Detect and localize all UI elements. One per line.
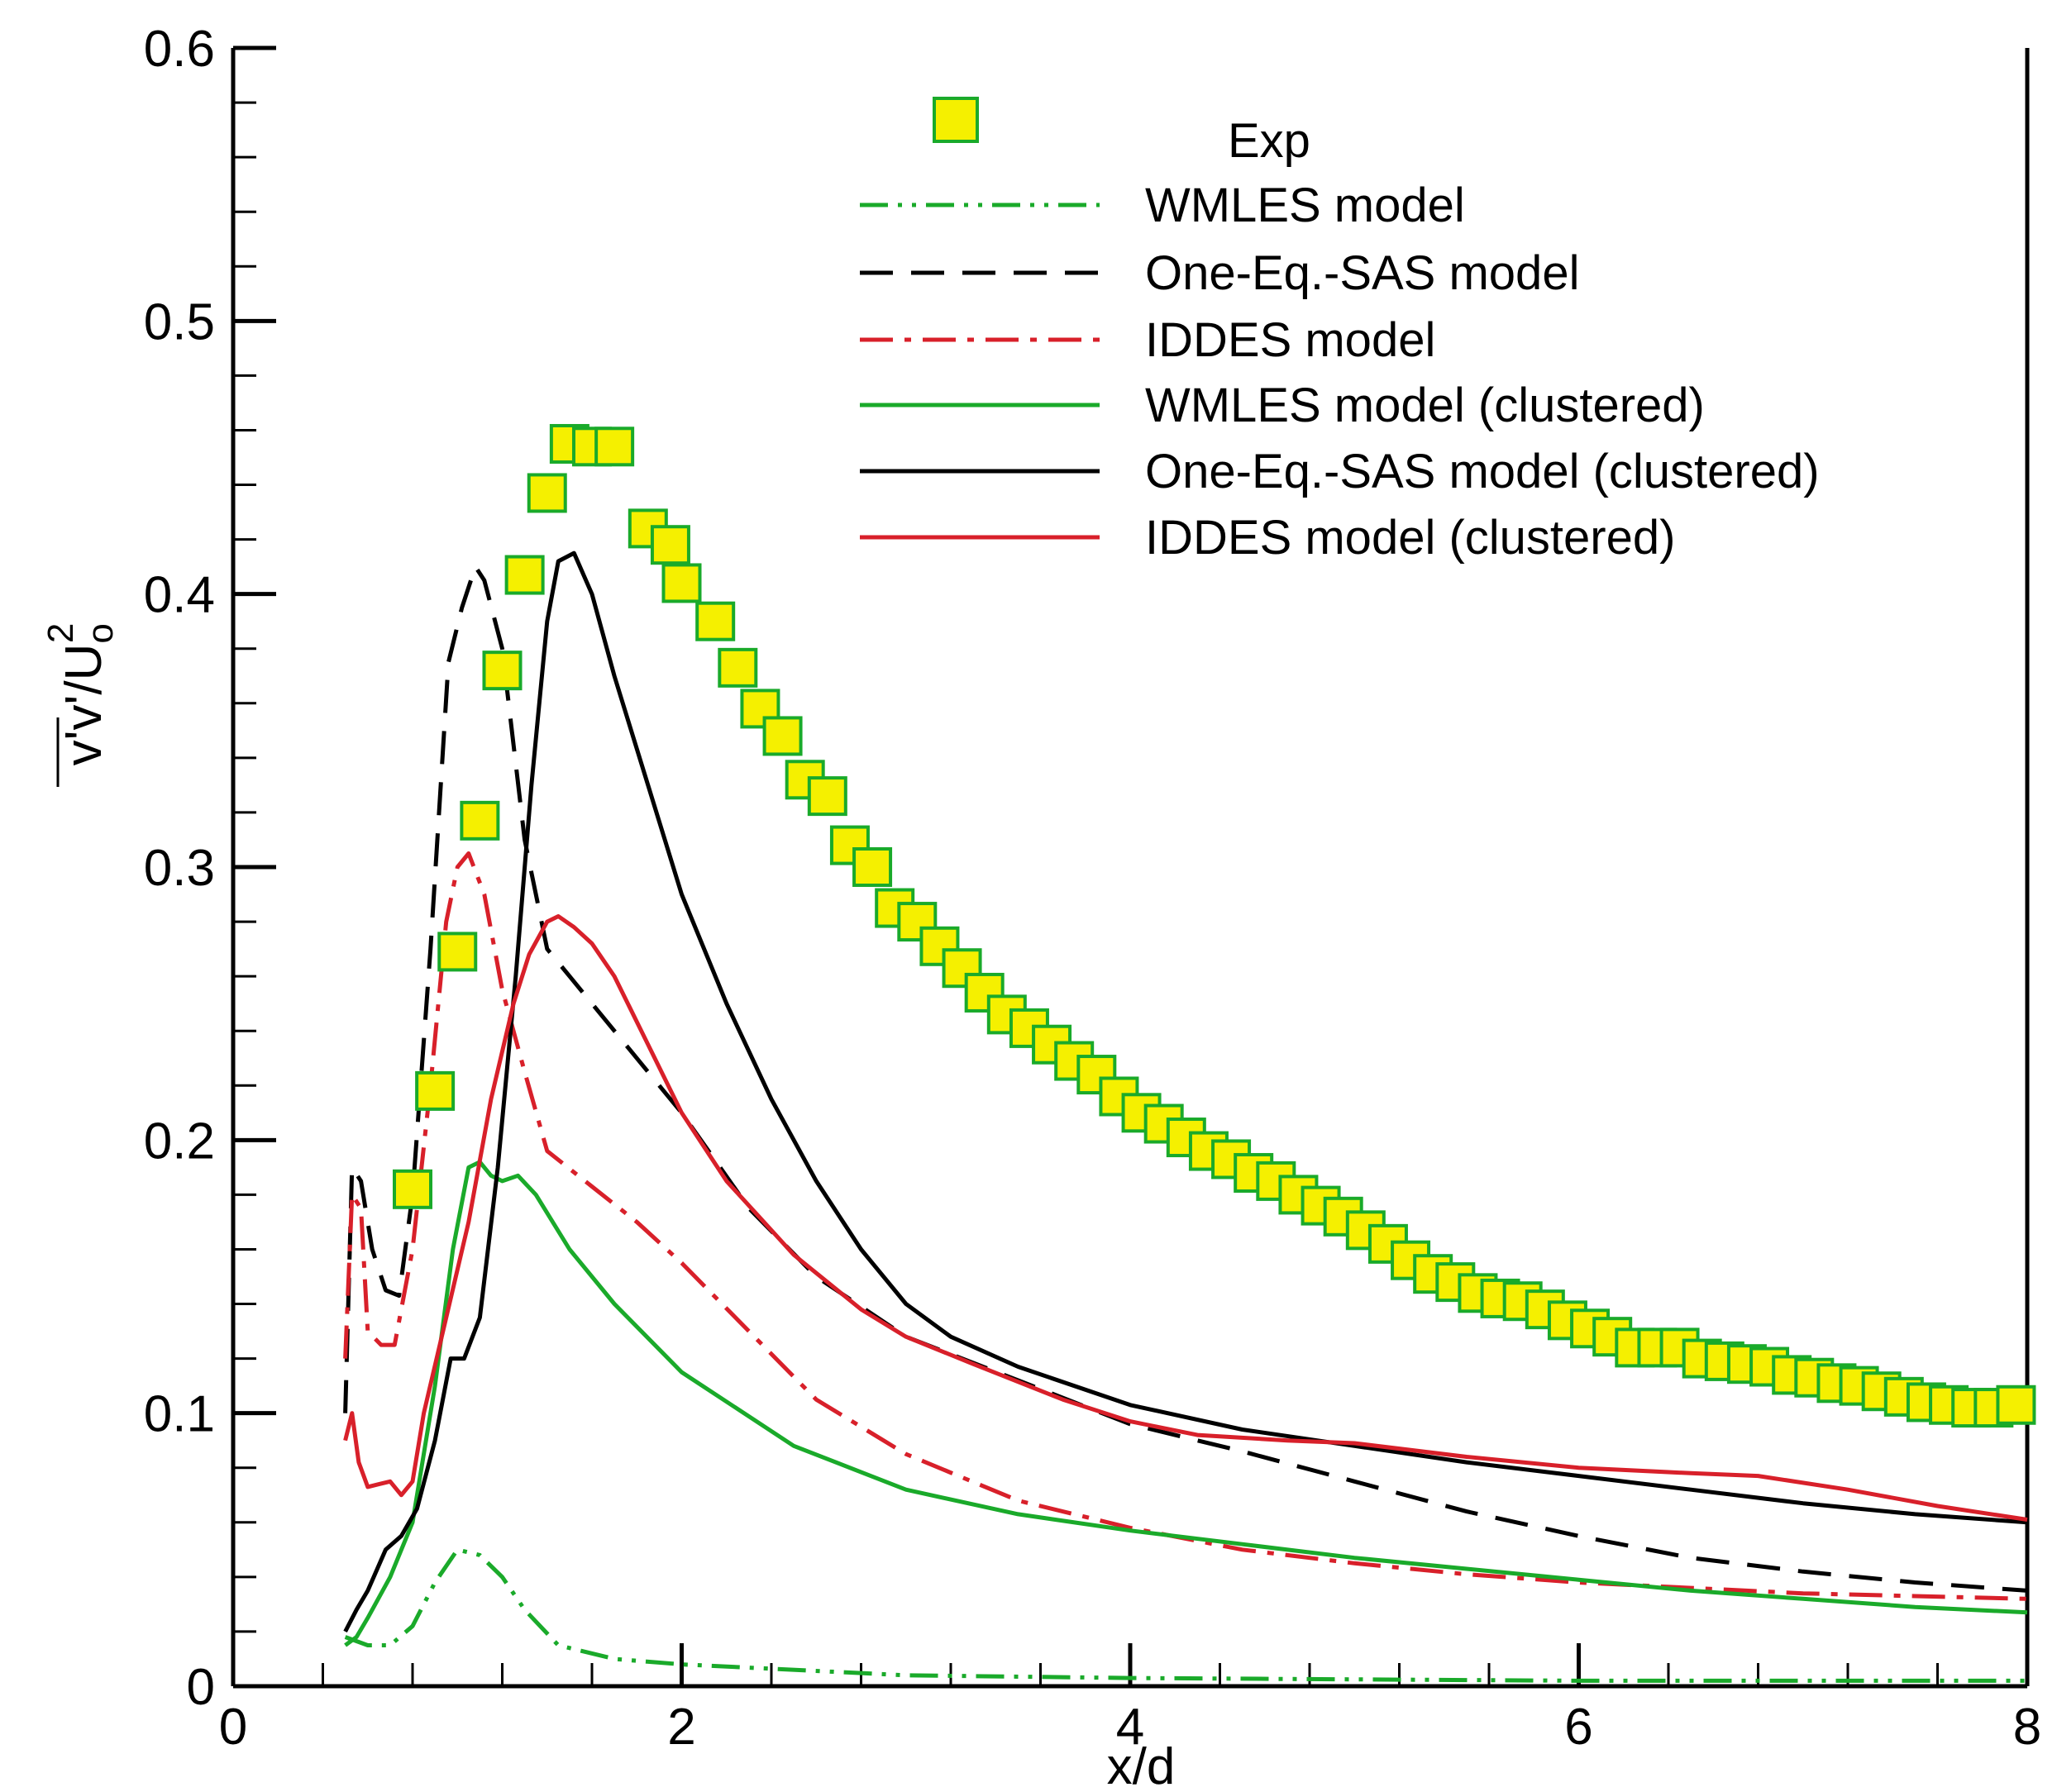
exp-marker: [437, 932, 478, 972]
y-axis-title-superscript: 2: [41, 623, 81, 643]
legend: Exp WMLES model One-Eq.-SAS model IDDES mod…: [860, 97, 1820, 565]
axes: 0 0.1 0.2 0.3 0.4 0.5 0.6 0 2 4 6 8: [144, 21, 2041, 1756]
exp-marker: [964, 972, 1005, 1013]
y-tick-label: 0.2: [144, 1113, 215, 1170]
x-axis-title: x/d: [1107, 1738, 1176, 1792]
exp-marker: [1996, 1385, 2036, 1425]
exp-marker: [482, 651, 523, 691]
exp-marker: [594, 427, 635, 467]
series-line-5: [343, 550, 2028, 1633]
legend-label: Exp: [1228, 114, 1310, 168]
x-tick-label: 6: [1564, 1699, 1592, 1756]
series-line-1: [344, 1547, 2027, 1683]
exp-marker: [762, 716, 803, 756]
exp-marker: [807, 776, 847, 817]
exp-marker: [986, 994, 1027, 1035]
exp-marker: [415, 1070, 456, 1111]
y-tick-label: 0.3: [144, 840, 215, 897]
series-line-2: [343, 565, 2028, 1593]
x-tick-label: 8: [2013, 1699, 2041, 1756]
y-tick-label: 0.1: [144, 1386, 215, 1443]
y-axis-title: v'v'/Uo2: [41, 623, 121, 787]
exp-marker: [460, 800, 500, 841]
legend-label: WMLES model (clustered): [1145, 379, 1705, 432]
x-tick-label: 4: [1116, 1699, 1144, 1756]
y-axis-title-base: v'v'/U: [55, 644, 112, 766]
y-tick-label: 0.6: [144, 21, 215, 78]
series-layer: [343, 423, 2036, 1683]
exp-marker: [897, 902, 938, 942]
x-tick-label: 2: [667, 1699, 695, 1756]
y-tick-label: 0: [187, 1659, 215, 1716]
exp-marker: [504, 555, 545, 595]
exp-marker: [942, 948, 982, 989]
series-line-6: [343, 914, 2028, 1522]
svg-text:v'v'/Uo2: v'v'/Uo2: [41, 623, 121, 766]
legend-label: WMLES model: [1145, 179, 1465, 232]
exp-marker: [718, 647, 758, 688]
series-line-4: [344, 1160, 2028, 1647]
exp-marker: [852, 847, 893, 887]
series-line-3: [343, 851, 2028, 1601]
legend-label: One-Eq.-SAS model (clustered): [1145, 445, 1820, 498]
exp-marker: [829, 825, 870, 865]
legend-label: One-Eq.-SAS model: [1145, 246, 1579, 300]
legend-label: IDDES model: [1145, 313, 1435, 367]
legend-label: IDDES model (clustered): [1145, 511, 1675, 565]
exp-marker: [527, 473, 567, 513]
exp-marker: [661, 563, 702, 603]
y-tick-label: 0.4: [144, 567, 215, 624]
exp-marker: [650, 525, 690, 565]
exp-marker: [695, 601, 736, 641]
y-axis-title-subscript: o: [80, 623, 121, 643]
y-tick-label: 0.5: [144, 293, 215, 350]
legend-marker-exp: [933, 97, 979, 143]
x-tick-label: 0: [219, 1699, 247, 1756]
exp-marker: [740, 689, 780, 729]
exp-marker: [393, 1169, 432, 1209]
